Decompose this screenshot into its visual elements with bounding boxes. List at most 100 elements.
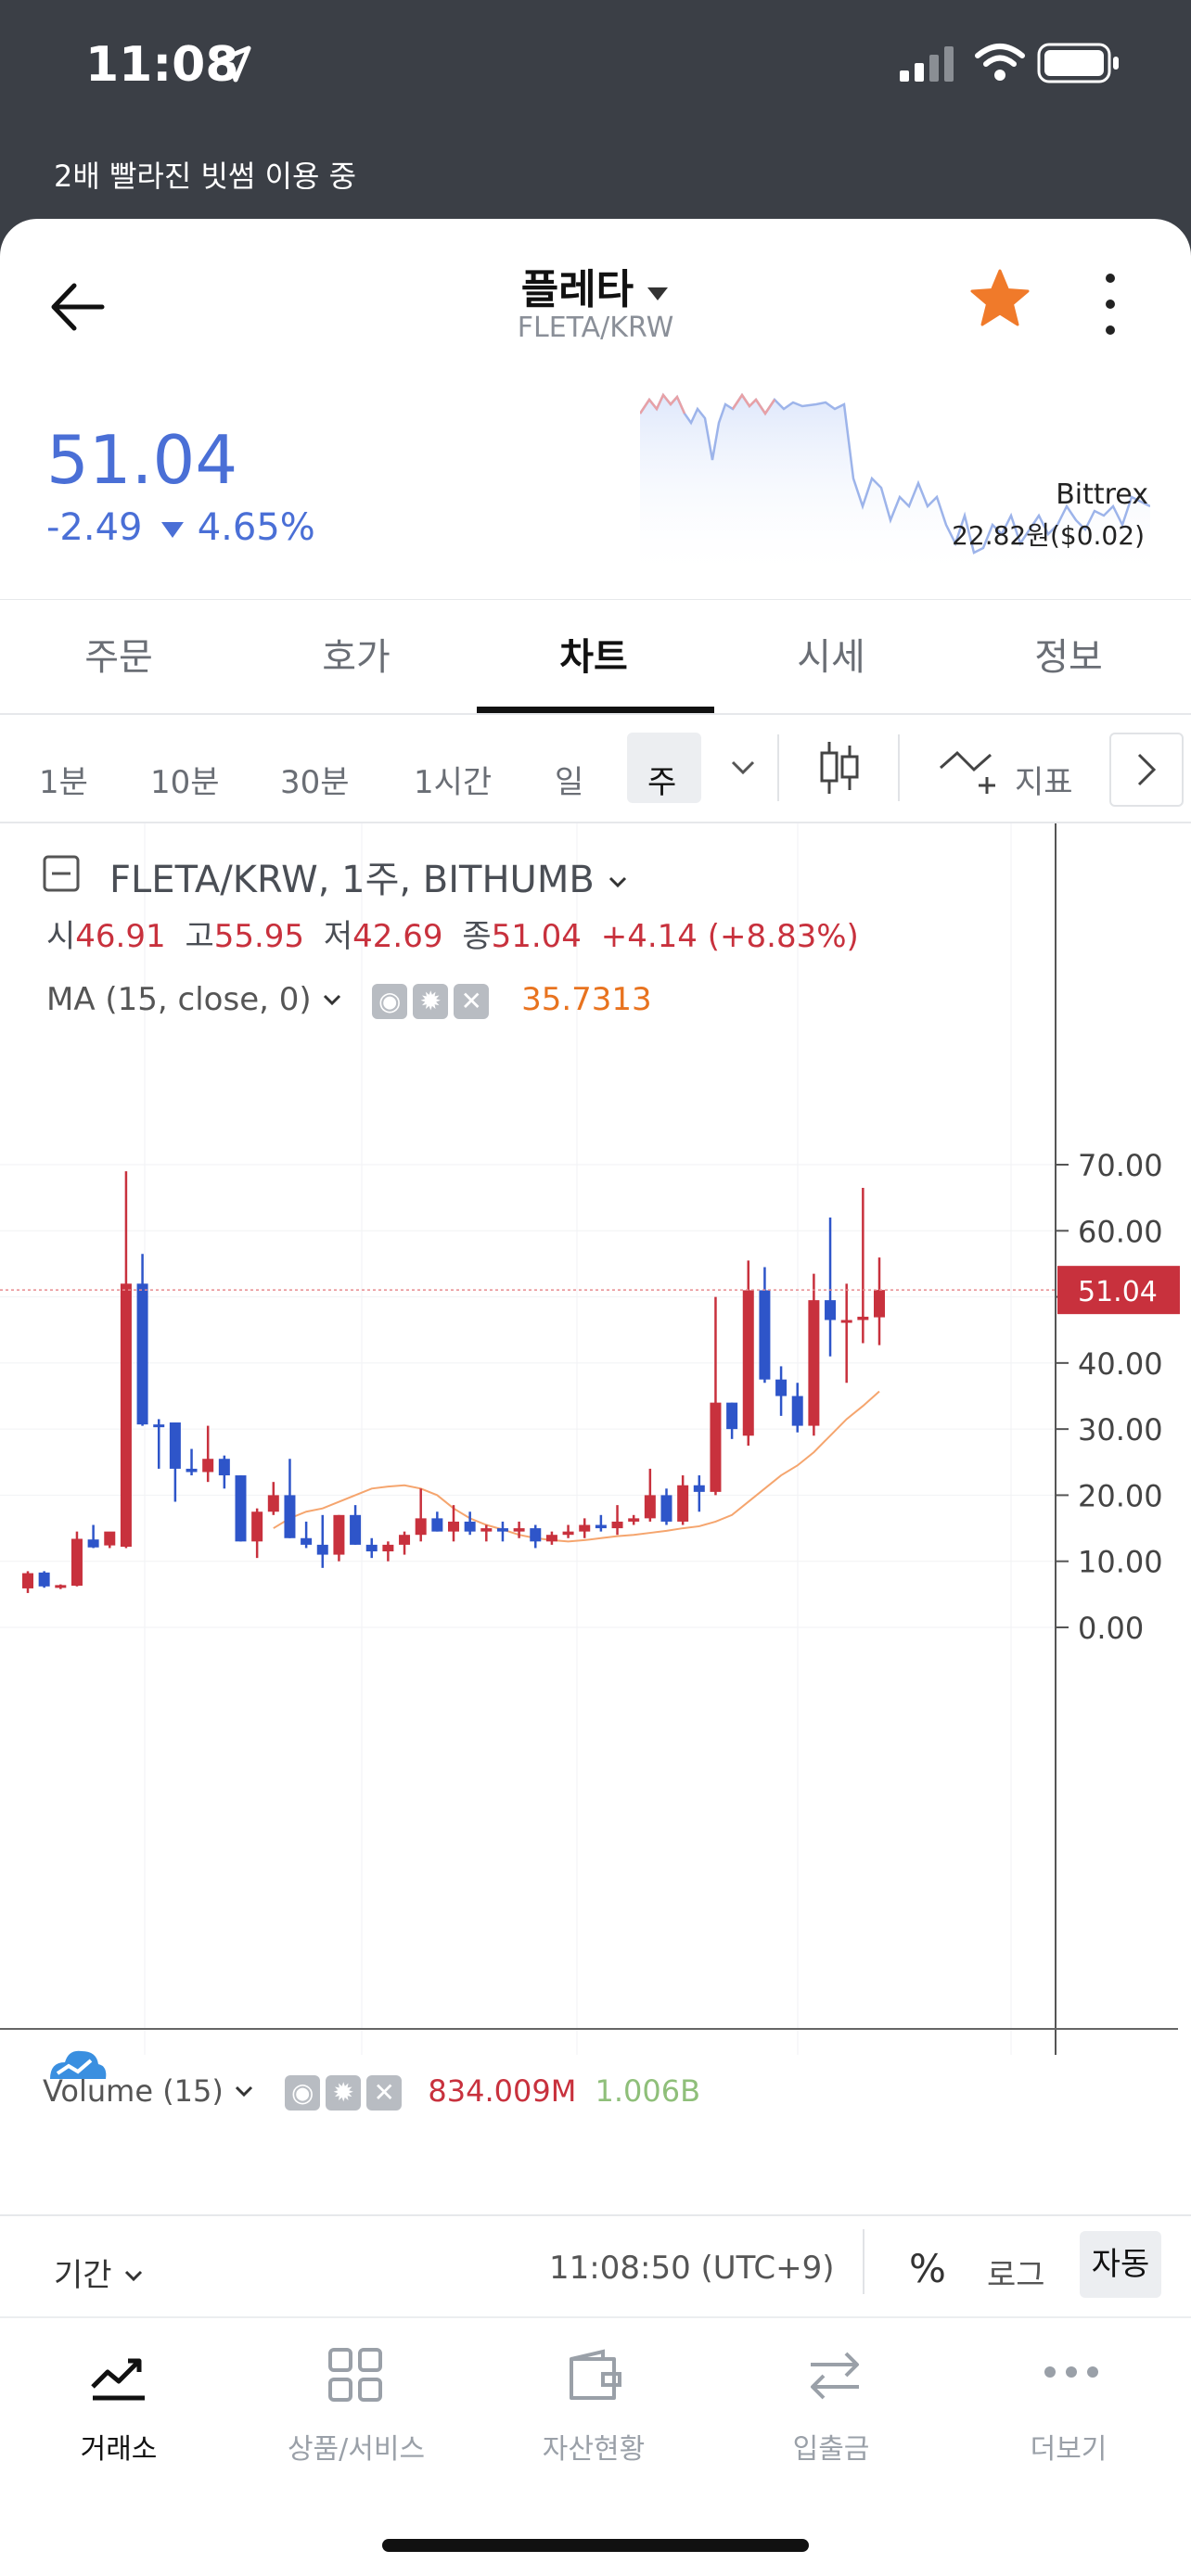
ma-remove-close-icon[interactable]: ✕ bbox=[454, 983, 490, 1019]
price-change-pct-value: 4.65% bbox=[197, 506, 315, 549]
volume-remove-close-icon[interactable]: ✕ bbox=[366, 2075, 403, 2111]
tab-chart[interactable]: 차트 bbox=[559, 636, 628, 679]
timeframe-chevron-down-icon[interactable] bbox=[729, 757, 757, 779]
nav-deposit-withdraw[interactable]: 입출금 bbox=[792, 2433, 870, 2466]
price-axis-label: 20.00 bbox=[1078, 1478, 1163, 1513]
tabs-divider-top bbox=[0, 599, 1191, 600]
exchange-chart-icon[interactable] bbox=[89, 2348, 148, 2404]
more-vertical-icon[interactable] bbox=[1096, 267, 1124, 341]
status-bar: 11:08 bbox=[0, 0, 1191, 139]
tab-order[interactable]: 주문 bbox=[84, 636, 153, 679]
candle-body bbox=[660, 1495, 672, 1522]
down-triangle-icon bbox=[161, 522, 184, 538]
candle-body bbox=[38, 1572, 50, 1587]
timeframe-week[interactable]: 주 bbox=[647, 764, 677, 801]
candlestick-chart[interactable]: 70.0060.0050.0040.0030.0020.0010.000.005… bbox=[0, 823, 1191, 2055]
ma-label[interactable]: MA (15, close, 0) bbox=[46, 981, 312, 1018]
tradingview-logo-icon bbox=[50, 2050, 107, 2079]
candle-body bbox=[628, 1518, 640, 1522]
log-scale-button[interactable]: 로그 bbox=[987, 2257, 1045, 2294]
candlestick-type-icon[interactable] bbox=[816, 738, 863, 797]
nav-divider bbox=[0, 2316, 1191, 2318]
price-axis-label: 0.00 bbox=[1078, 1611, 1144, 1646]
volume-label[interactable]: Volume (15) bbox=[43, 2073, 224, 2109]
candle-body bbox=[284, 1495, 296, 1538]
toolbar-next-button[interactable] bbox=[1109, 733, 1184, 807]
ma-visibility-eye-icon[interactable]: ◉ bbox=[372, 983, 408, 1019]
volume-chevron-down-icon[interactable] bbox=[233, 2083, 255, 2101]
candle-body bbox=[611, 1521, 623, 1529]
timeframe-1h[interactable]: 1시간 bbox=[414, 764, 493, 801]
percent-scale-button[interactable]: % bbox=[909, 2246, 946, 2291]
auto-scale-button[interactable]: 자동 bbox=[1080, 2231, 1161, 2298]
high-label: 고 bbox=[185, 918, 214, 955]
nav-assets[interactable]: 자산현황 bbox=[542, 2433, 646, 2466]
toolbar-divider-2 bbox=[898, 734, 900, 801]
open-value: 46.91 bbox=[75, 918, 166, 955]
nav-exchange[interactable]: 거래소 bbox=[80, 2433, 158, 2466]
candle-body bbox=[431, 1518, 443, 1532]
price-change-pct: 4.65% bbox=[160, 506, 315, 549]
more-dots-icon[interactable] bbox=[1041, 2361, 1102, 2383]
candle-body bbox=[218, 1459, 230, 1476]
candle-body bbox=[186, 1468, 198, 1473]
ma-chevron-down-icon[interactable] bbox=[321, 991, 343, 1010]
chart-bottom-divider bbox=[0, 2214, 1191, 2216]
nav-products[interactable]: 상품/서비스 bbox=[287, 2433, 426, 2466]
close-value: 51.04 bbox=[491, 918, 582, 955]
nav-more[interactable]: 더보기 bbox=[1030, 2433, 1108, 2466]
transfer-arrows-icon[interactable] bbox=[805, 2348, 864, 2404]
caret-down-icon bbox=[647, 287, 669, 300]
active-tab-indicator bbox=[477, 707, 714, 713]
favorite-star-icon[interactable] bbox=[968, 267, 1031, 330]
timeframe-day[interactable]: 일 bbox=[555, 764, 584, 801]
coin-title-group[interactable]: 플레타 bbox=[0, 256, 1191, 315]
candle-body bbox=[545, 1535, 557, 1542]
tab-info[interactable]: 정보 bbox=[1034, 636, 1103, 679]
volume-legend: Volume (15) ◉ ✹ ✕ 834.009M 1.006B bbox=[43, 2073, 700, 2111]
symbol-chevron-down-icon bbox=[608, 876, 626, 888]
tab-orderbook[interactable]: 호가 bbox=[322, 636, 391, 679]
chart-symbol-text: FLETA/KRW, 1주, BITHUMB bbox=[109, 859, 595, 901]
candle-body bbox=[350, 1514, 362, 1545]
collapse-legend-icon[interactable] bbox=[43, 855, 80, 892]
back-arrow-icon[interactable] bbox=[46, 274, 111, 339]
candle-body bbox=[595, 1524, 607, 1529]
wallet-icon[interactable] bbox=[566, 2348, 627, 2404]
volume-visibility-eye-icon[interactable]: ◉ bbox=[285, 2075, 321, 2111]
candle-body bbox=[693, 1485, 705, 1492]
candle-body bbox=[530, 1528, 542, 1542]
candle-body bbox=[316, 1544, 328, 1555]
period-selector[interactable]: 기간 bbox=[54, 2250, 146, 2295]
candle-body bbox=[55, 1585, 67, 1588]
products-grid-icon[interactable] bbox=[327, 2346, 384, 2404]
ohlc-line: 시46.91 고55.95 저42.69 종51.04 +4.14 (+8.83… bbox=[46, 911, 859, 956]
indicator-label[interactable]: 지표 bbox=[1015, 764, 1073, 801]
candle-body bbox=[365, 1544, 378, 1552]
location-arrow-icon bbox=[214, 45, 251, 83]
period-label: 기간 bbox=[54, 2257, 112, 2294]
candle-body bbox=[448, 1521, 459, 1532]
candle-body bbox=[710, 1402, 722, 1492]
price-change: -2.49 bbox=[46, 506, 143, 549]
chart-symbol-line[interactable]: FLETA/KRW, 1주, BITHUMB bbox=[109, 849, 629, 903]
app-sheet: 플레타 FLETA/KRW 51.04 -2.49 4.65% Bittrex … bbox=[0, 219, 1191, 2576]
tab-market-price[interactable]: 시세 bbox=[797, 636, 865, 679]
candle-body bbox=[169, 1422, 181, 1469]
timeframe-1m[interactable]: 1분 bbox=[39, 764, 88, 801]
ma-settings-gear-icon[interactable]: ✹ bbox=[413, 983, 449, 1019]
status-time: 11:08 bbox=[85, 37, 239, 93]
volume-settings-gear-icon[interactable]: ✹ bbox=[326, 2075, 362, 2111]
volume-value-1: 834.009M bbox=[428, 2073, 577, 2109]
timeframe-10m[interactable]: 10분 bbox=[150, 764, 220, 801]
candle-body bbox=[120, 1283, 132, 1548]
last-price-tag-bg bbox=[1057, 1266, 1180, 1315]
mini-price-chart[interactable] bbox=[640, 367, 1150, 580]
ma-legend: MA (15, close, 0) ◉ ✹ ✕ 35.7313 bbox=[46, 981, 652, 1019]
candle-body bbox=[496, 1528, 508, 1532]
home-indicator bbox=[382, 2539, 809, 2552]
indicator-icon[interactable] bbox=[937, 742, 1004, 794]
mini-chart-exchange: Bittrex bbox=[1056, 478, 1148, 511]
candle-body bbox=[235, 1475, 247, 1542]
timeframe-30m[interactable]: 30분 bbox=[280, 764, 350, 801]
